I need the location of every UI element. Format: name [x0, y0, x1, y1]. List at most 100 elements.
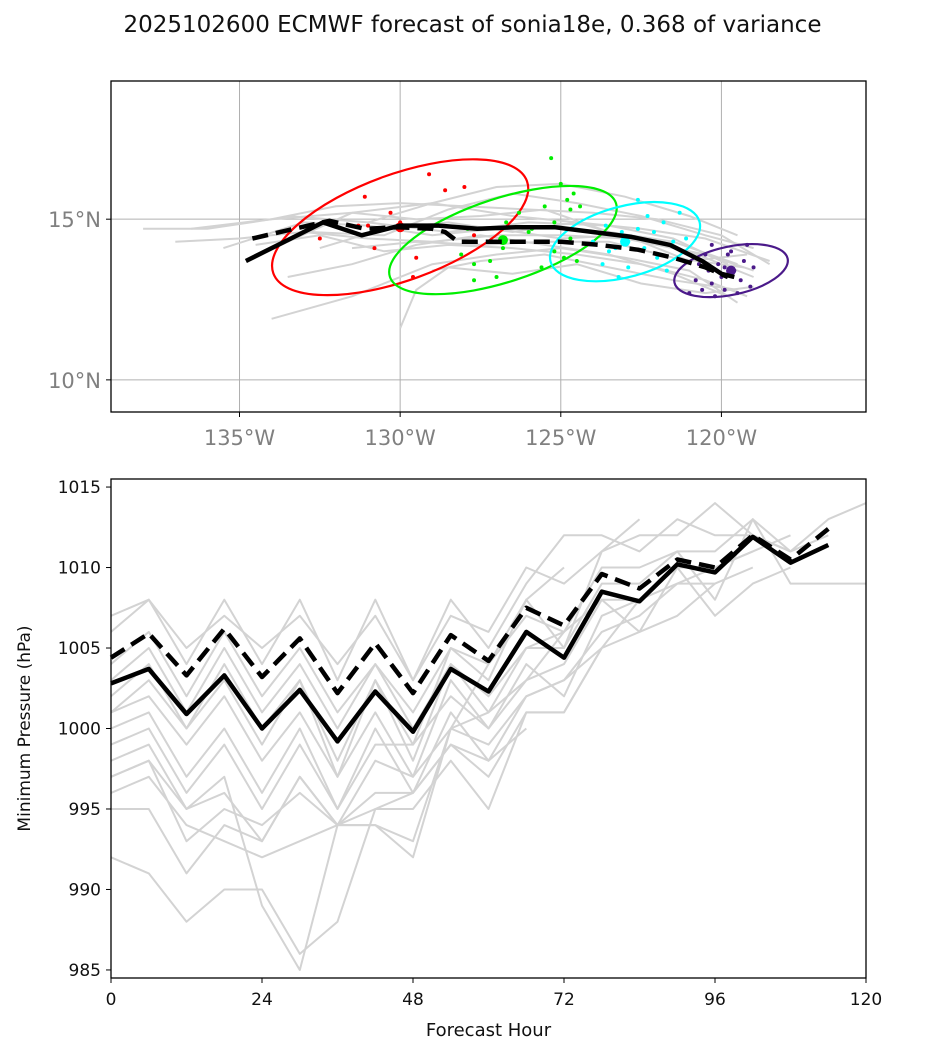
map-ensemble-position	[684, 236, 689, 241]
pressure-deterministic-line	[109, 527, 830, 696]
map-ensemble-track	[143, 202, 771, 266]
map-ensemble-position	[703, 252, 708, 257]
map-ensemble-track	[287, 208, 738, 266]
map-ensemble-position	[562, 255, 566, 260]
map-ensemble-position	[552, 249, 557, 254]
map-ensemble-track	[310, 192, 754, 250]
pressure-ticks: 0 24 48 72 96 120 985 990 995 1000 1005 1010 1015	[58, 478, 882, 1010]
map-ensemble-position	[725, 252, 730, 257]
map-ensemble-position	[366, 223, 371, 228]
map-ensemble-position	[713, 294, 717, 299]
pressure-x-tick-label: 120	[850, 990, 882, 1010]
map-ensemble-tracks	[143, 182, 771, 329]
pressure-x-tick-label: 48	[402, 990, 424, 1010]
pressure-y-tick-label: 990	[69, 880, 101, 900]
map-ensemble-position	[459, 252, 464, 257]
pressure-mean-line	[110, 534, 830, 744]
map-ensemble-position	[578, 204, 583, 209]
pressure-ensemble-line	[111, 647, 603, 875]
map-ensemble-position	[539, 265, 544, 270]
pressure-y-axis-label: Minimum Pressure (hPa)	[15, 625, 35, 831]
pressure-y-tick-label: 1000	[58, 720, 101, 740]
map-ensemble-position	[741, 258, 746, 263]
map-ensemble-position	[645, 213, 650, 218]
map-uncertainty-ellipse	[548, 201, 702, 283]
map-x-tick-label: 130°W	[364, 426, 436, 450]
pressure-x-tick-label: 72	[553, 990, 575, 1010]
pressure-ensemble-line	[110, 727, 527, 955]
pressure-ensemble-lines	[110, 502, 867, 971]
map-ensemble-position	[565, 197, 570, 202]
map-uncertainty-ellipse	[270, 158, 530, 297]
map-x-tick-label: 120°W	[686, 426, 758, 450]
map-ensemble-position	[443, 188, 448, 193]
map-ensemble-position	[722, 287, 727, 292]
map-ensemble-position	[635, 197, 640, 202]
map-ensemble-track	[255, 234, 748, 298]
map-ensemble-position	[693, 278, 698, 283]
map-ensemble-position	[558, 181, 563, 186]
map-ensemble-position	[571, 191, 576, 196]
pressure-x-axis-label: Forecast Hour	[426, 1020, 552, 1041]
map-ensemble-position	[488, 258, 493, 263]
map-main-tracks	[244, 218, 735, 280]
map-ensemble-position	[606, 249, 611, 254]
map-ensemble-position	[472, 278, 477, 283]
pressure-y-tick-label: 1015	[58, 478, 101, 498]
map-frame	[110, 80, 867, 413]
pressure-panel: 0 24 48 72 96 120 985 990 995 1000 1005 1010 1015 Fo…	[15, 478, 882, 1041]
map-ensemble-position	[664, 268, 669, 273]
map-ensemble-position	[494, 275, 499, 280]
map-ensemble-position	[700, 287, 705, 292]
map-ensemble-position	[472, 233, 477, 238]
map-ensemble-position	[751, 265, 756, 270]
pressure-ensemble-line	[110, 534, 791, 778]
map-ensemble-position	[362, 194, 367, 199]
pressure-x-tick-label: 0	[106, 990, 117, 1010]
map-ensemble-position	[735, 291, 740, 296]
map-ensemble-position	[549, 156, 554, 161]
map-y-tick-label: 10°N	[48, 369, 101, 393]
map-ensemble-position	[655, 255, 660, 260]
map-ensemble-position	[716, 262, 721, 267]
map-ensemble-position	[687, 291, 692, 296]
map-ensemble-position	[388, 210, 393, 215]
map-ensemble-position	[671, 239, 676, 244]
map-ensemble-position	[745, 242, 750, 247]
map-ensemble-position	[661, 220, 666, 225]
map-ensemble-position	[635, 226, 640, 231]
pressure-ensemble-line	[110, 518, 791, 682]
pressure-x-tick-label: 96	[704, 990, 726, 1010]
map-ensemble-position	[526, 230, 531, 235]
map-x-tick-label: 125°W	[525, 426, 597, 450]
map-uncertainty-ellipse	[388, 184, 618, 296]
pressure-y-tick-label: 1010	[58, 559, 101, 579]
map-ensemble-position	[722, 265, 727, 270]
map-ensemble-position	[568, 236, 573, 241]
map-ensemble-position	[574, 258, 579, 263]
pressure-ensemble-line	[110, 502, 867, 682]
map-ensemble-position	[709, 281, 714, 286]
map-ensemble-position	[568, 207, 573, 212]
map-ensemble-position	[616, 275, 621, 280]
map-ensemble-position	[603, 223, 608, 228]
map-ensemble-position	[317, 236, 322, 241]
pressure-x-tick-label: 24	[251, 990, 273, 1010]
map-ticks: 135°W 130°W 125°W 120°W 10°N 15°N	[48, 208, 757, 450]
map-mean-position	[726, 265, 737, 276]
map-ensemble-position	[411, 275, 415, 280]
map-ensemble-position	[738, 278, 743, 283]
map-ensemble-track	[175, 230, 754, 278]
map-ensemble-track	[287, 215, 729, 266]
pressure-ensemble-line	[110, 566, 565, 859]
map-ensemble-position	[651, 230, 656, 235]
map-ensemble-position	[729, 249, 734, 254]
map-mean-track	[244, 220, 735, 280]
map-ensemble-position	[677, 210, 682, 215]
pressure-y-tick-label: 995	[69, 800, 101, 820]
map-ensemble-position	[372, 246, 377, 251]
pressure-main-lines	[109, 527, 830, 744]
map-ensemble-position	[626, 265, 631, 270]
